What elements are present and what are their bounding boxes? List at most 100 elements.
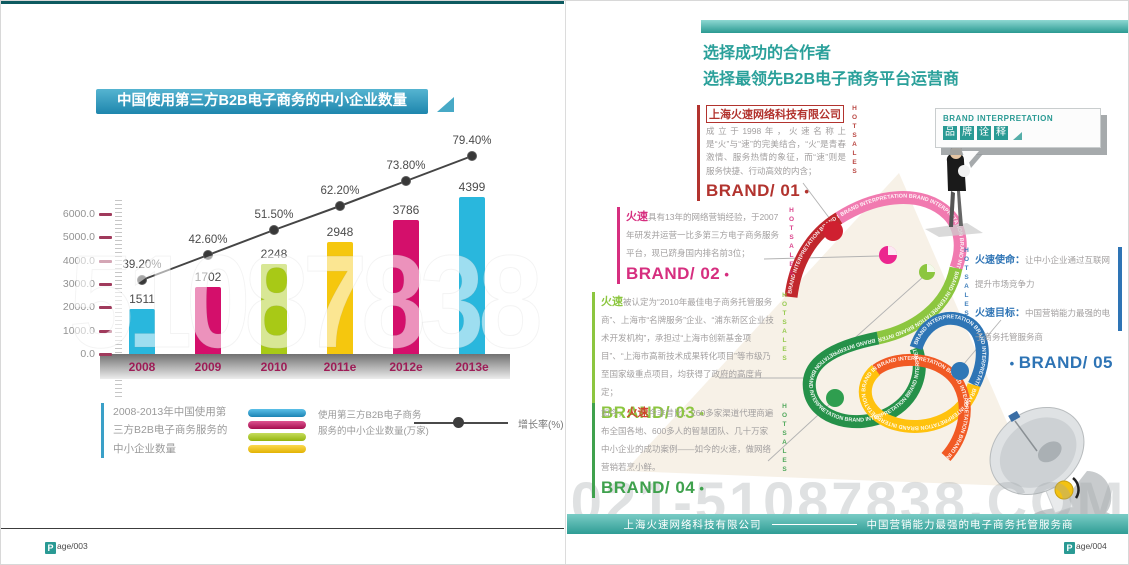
legend-bar-swatches [248, 409, 306, 457]
dish-core [1037, 441, 1062, 463]
legend-line-label: 增长率(%) [518, 420, 564, 431]
bar-value-label: 2248 [260, 247, 288, 261]
brand-03-body-inline: 被认定为“2010年最佳电子商务托管服务商”、上海市“名牌服务”企业、“浦东新区… [601, 297, 774, 397]
ball-red [823, 221, 843, 241]
bar-2010 [261, 264, 287, 354]
chart-base-platform [100, 354, 510, 379]
page-logo-right: P [1064, 542, 1075, 554]
bar-value-label: 4399 [458, 180, 486, 194]
ribbon-light-green [876, 266, 963, 345]
y-tick-mark [99, 352, 112, 356]
growth-line-dot [335, 201, 345, 211]
bar-2013e [459, 197, 485, 354]
legend-swatch-yellow [248, 445, 306, 453]
ball-blue [951, 362, 969, 380]
footer-dash-line [771, 523, 857, 525]
ball-green-highlight [927, 264, 935, 272]
brand-04-body-inline: 今非昔比：260多家渠道代理商遍布全国各地、600多人的智慧团队、几十万家中小企… [601, 408, 774, 472]
footer-tagline: 中国营销能力最强的电子商务托管服务商 [866, 518, 1074, 531]
badge-en-label: BRAND INTERPRETATION [943, 114, 1054, 123]
brand-block-01: 上海火速网络科技有限公司 成立于1998年，火速名称上是“火”与“速”的完美结合… [697, 105, 873, 201]
ribbon-pink [835, 191, 967, 271]
x-axis-label: 2013e [455, 360, 489, 374]
heading-line2: 选择最领先B2B电子商务平台运营商 [703, 71, 960, 88]
growth-percent-label: 51.50% [254, 209, 294, 221]
y-tick-label: 2000.0 [62, 301, 95, 314]
dish-arc [1072, 477, 1080, 499]
man-shadow [925, 223, 983, 237]
hotsales-vertical-label: HOTSALES [788, 207, 795, 279]
brand-02-label: BRAND/ 02 [626, 264, 783, 284]
man-leg [949, 191, 955, 227]
brand-01-body: 成立于1998年，火速名称上是“火”与“速”的完美结合，“火”是青春激情、服务热… [706, 126, 846, 176]
satellite-dish [989, 406, 1114, 531]
brand-04-label: BRAND/ 04 [601, 478, 776, 498]
x-axis-label: 2012e [389, 360, 423, 374]
brand-04-title: 火速 [626, 407, 649, 419]
brand-02-body-inline: 具有13年的网络营销经验，于2007年研发并运营一比多第三方电子商务服务平台，现… [626, 212, 780, 258]
y-tick-mark [99, 213, 112, 216]
legend-swatch-blue [248, 409, 306, 417]
x-axis-label: 2009 [194, 360, 222, 374]
spiral-infographic: BRAND INTERPRETATION BRAND INTERPRETATIO… [567, 1, 1114, 531]
page-divider [565, 1, 566, 564]
growth-percent-label: 39.20% [122, 259, 162, 271]
ball-green [826, 389, 844, 407]
y-tick-label: 0.0 [80, 347, 95, 360]
badge-zh-char: 释 [994, 126, 1008, 140]
hotsales-vertical-label: HOTSALES [963, 247, 970, 319]
brand-03-label: BRAND/ 03 [601, 403, 776, 423]
x-axis-label: 2010 [260, 360, 288, 374]
bar-2011e [327, 242, 353, 354]
businessman-figure [925, 145, 983, 237]
growth-line-dot [203, 250, 213, 260]
header-accent-bar [701, 20, 1128, 33]
y-tick-mark [99, 259, 112, 263]
brand-block-05: HOTSALES 火速使命：让中小企业通过互联网提升市场竞争力 火速目标：中国营… [963, 247, 1128, 373]
y-tick-label: 1000.0 [62, 324, 95, 337]
dish-inner [999, 417, 1077, 488]
title-triangle-icon [437, 97, 454, 112]
growth-percent-label: 73.80% [386, 160, 426, 172]
dish-blob [1064, 471, 1112, 521]
bar-value-label: 2948 [326, 225, 354, 239]
growth-line-dot [401, 176, 411, 186]
bar-2009 [195, 287, 221, 354]
hotsales-vertical-label: HOTSALES [781, 403, 788, 475]
brand-02-title: 火速 [626, 211, 648, 223]
man-head [950, 147, 962, 159]
brand-05-label: BRAND/ 05 [975, 353, 1113, 373]
brand-05-mission-lead: 火速使命： [975, 255, 1025, 266]
brand-05-goal-text: 中国营销能力最强的电子商务托管服务商 [975, 308, 1111, 342]
page-number-right-text: age/004 [1076, 541, 1107, 551]
brand-03-title: 火速 [601, 296, 623, 308]
footer-rule [1, 528, 564, 529]
y-tick-mark [99, 236, 112, 240]
brand-05-accent-bar [1118, 247, 1122, 331]
heading-line1: 选择成功的合作者 [703, 45, 832, 62]
brand-interpretation-badge: BRAND INTERPRETATION 品 牌 诠 释 [935, 108, 1101, 148]
bar-2008 [129, 309, 155, 354]
y-tick-label: 3000.0 [62, 277, 95, 290]
badge-zh-char: 品 [943, 126, 957, 140]
page-left: 中国使用第三方B2B电子商务的中小企业数量 6000.0 5000.0 4000.0… [1, 1, 564, 564]
growth-percent-label: 62.20% [320, 185, 360, 197]
bar-value-label: 3786 [392, 203, 420, 217]
x-axis-label: 2011e [323, 360, 357, 374]
bar-value-label: 1511 [129, 292, 155, 306]
legend-bar-label: 使用第三方B2B电子商务服务的中小企业数量(万家) [318, 410, 429, 438]
brand-04-prefix: 如今， [601, 408, 627, 418]
man-paper [958, 165, 970, 177]
y-tick-label: 5000.0 [62, 231, 95, 244]
page-number-left-text: age/003 [57, 541, 88, 551]
brand-block-02: 火速具有13年的网络营销经验，于2007年研发并运营一比多第三方电子商务服务平台… [617, 207, 795, 284]
dish-feed-arm [1014, 420, 1038, 452]
chart-source-note: 2008-2013年中国使用第三方B2B电子商务服务的中小企业数量 [101, 403, 233, 459]
growth-line-chart [137, 151, 477, 285]
man-suit [946, 152, 966, 191]
y-tick-label: 6000.0 [62, 208, 95, 220]
growth-line-dot [269, 225, 279, 235]
